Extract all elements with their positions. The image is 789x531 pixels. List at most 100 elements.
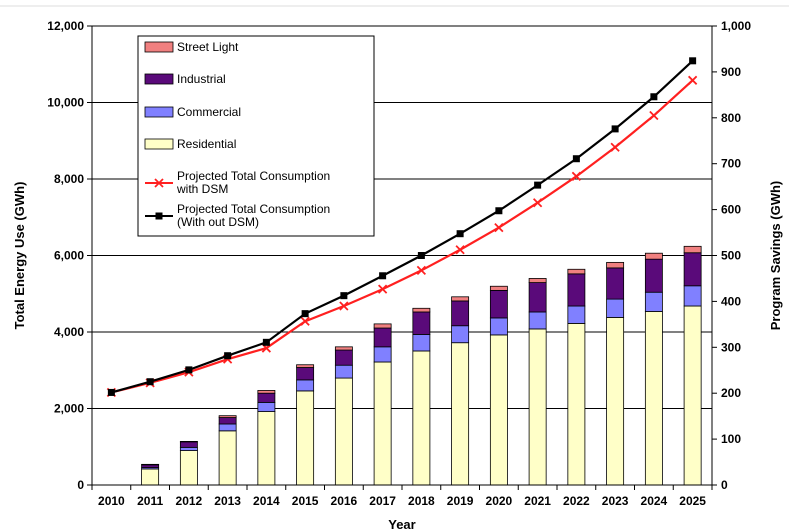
x-tick-label: 2010: [98, 494, 125, 508]
bar-segment-residential: [683, 305, 702, 486]
bar-segment-residential: [257, 411, 276, 486]
y2-axis-title: Program Savings (GWh): [768, 181, 783, 331]
bar-segment-industrial: [412, 311, 431, 335]
bar-segment-commercial: [489, 317, 508, 336]
x-tick-label: 2013: [214, 494, 241, 508]
point-with-dsm: [687, 75, 698, 85]
bar-segment-residential: [489, 334, 508, 486]
x-marker-stroke: [339, 301, 349, 311]
legend-item: Commercial: [144, 105, 241, 119]
point-with-dsm: [300, 316, 310, 326]
x-tick-label: 2018: [408, 494, 435, 508]
x-tick-label: 2012: [176, 494, 203, 508]
legend-label: Residential: [177, 137, 236, 151]
bar-segment-residential: [644, 311, 663, 486]
x-marker-stroke: [494, 222, 504, 233]
x-tick-label: 2019: [447, 494, 474, 508]
bar-segment-commercial: [567, 305, 586, 324]
point-without-dsm: [146, 378, 154, 386]
y-axis-title: Total Energy Use (GWh): [12, 182, 27, 330]
bar-segment-commercial: [606, 298, 625, 318]
point-with-dsm: [339, 301, 349, 311]
bar-segment-residential: [141, 468, 160, 486]
y2-tick-label: 600: [721, 203, 741, 217]
legend-item: Industrial: [144, 72, 226, 86]
bar-segment-commercial: [218, 423, 237, 432]
legend-swatch: [144, 73, 174, 85]
x-marker-stroke: [455, 245, 465, 255]
point-without-dsm: [417, 252, 425, 259]
left-axis-ticks: 0 2,000 4,000 6,000 8,000 10,000 12,000: [47, 19, 92, 492]
bar-segment-commercial: [296, 379, 315, 392]
legend-label: (With out DSM): [177, 215, 259, 229]
bar-segment-residential: [412, 350, 431, 486]
bar-segment-residential: [451, 342, 470, 486]
point-with-dsm: [532, 198, 543, 208]
y2-tick-label: 1,000: [721, 19, 751, 33]
bar-segment-industrial: [528, 282, 547, 313]
bar-segment-industrial: [451, 300, 470, 327]
bar-segment-industrial: [334, 349, 353, 366]
x-tick-label: 2021: [524, 494, 551, 508]
bar-segment-street-light: [606, 261, 625, 269]
x-axis-title: Year: [388, 517, 415, 531]
point-without-dsm: [107, 388, 115, 396]
bar-segment-industrial: [683, 252, 702, 287]
legend-marker: [154, 178, 164, 188]
bar-segment-commercial: [683, 285, 702, 307]
y-tick-label: 8,000: [54, 172, 84, 186]
bar-segment-industrial: [373, 327, 392, 348]
x-marker-stroke: [571, 171, 582, 181]
bar-segment-industrial: [296, 367, 315, 381]
bar-segment-industrial: [141, 464, 160, 468]
legend-swatch: [144, 138, 174, 150]
y2-tick-label: 300: [721, 340, 741, 354]
bar-segment-residential: [567, 323, 586, 486]
y2-tick-label: 200: [721, 386, 741, 400]
legend-item: Residential: [144, 137, 236, 151]
y-tick-label: 6,000: [54, 249, 84, 263]
bars-group: [141, 245, 702, 486]
bar-segment-street-light: [373, 323, 392, 329]
x-tick-label: 2025: [679, 494, 706, 508]
bar-segment-street-light: [567, 268, 586, 275]
bar-segment-street-light: [683, 245, 702, 254]
x-tick-label: 2015: [292, 494, 319, 508]
bar-segment-street-light: [528, 278, 547, 283]
bar-segment-street-light: [412, 307, 431, 313]
bar-segment-residential: [334, 377, 353, 486]
x-marker-stroke: [300, 316, 310, 326]
bar-segment-industrial: [179, 441, 198, 448]
point-with-dsm: [377, 284, 388, 294]
point-without-dsm: [262, 338, 270, 346]
point-with-dsm: [416, 265, 427, 276]
y-tick-label: 12,000: [47, 19, 84, 33]
point-without-dsm: [495, 207, 503, 215]
point-without-dsm: [224, 352, 232, 360]
legend: Street Light Industrial Commercial Resident…: [137, 35, 375, 237]
x-tick-label: 2022: [563, 494, 590, 508]
legend-swatch: [144, 41, 174, 53]
point-without-dsm: [689, 57, 697, 65]
x-marker-stroke: [377, 284, 388, 294]
bar-segment-industrial: [257, 392, 276, 403]
bar-segment-street-light: [451, 296, 470, 302]
y2-tick-label: 500: [721, 249, 741, 263]
legend-label: with DSM: [176, 182, 228, 196]
legend-label: Projected Total Consumption: [177, 202, 330, 216]
line-with-dsm: [111, 79, 694, 394]
y2-tick-label: 400: [721, 294, 741, 308]
point-without-dsm: [572, 155, 580, 163]
legend-label: Projected Total Consumption: [177, 169, 330, 183]
bar-segment-commercial: [451, 325, 470, 344]
x-marker-stroke: [610, 142, 620, 152]
point-without-dsm: [650, 93, 658, 101]
legend-label: Street Light: [177, 40, 239, 54]
point-without-dsm: [379, 272, 387, 280]
bar-segment-residential: [606, 317, 625, 486]
bar-segment-commercial: [373, 346, 392, 363]
x-marker-stroke: [532, 198, 543, 208]
point-with-dsm: [571, 171, 582, 181]
y2-tick-label: 800: [721, 111, 741, 125]
